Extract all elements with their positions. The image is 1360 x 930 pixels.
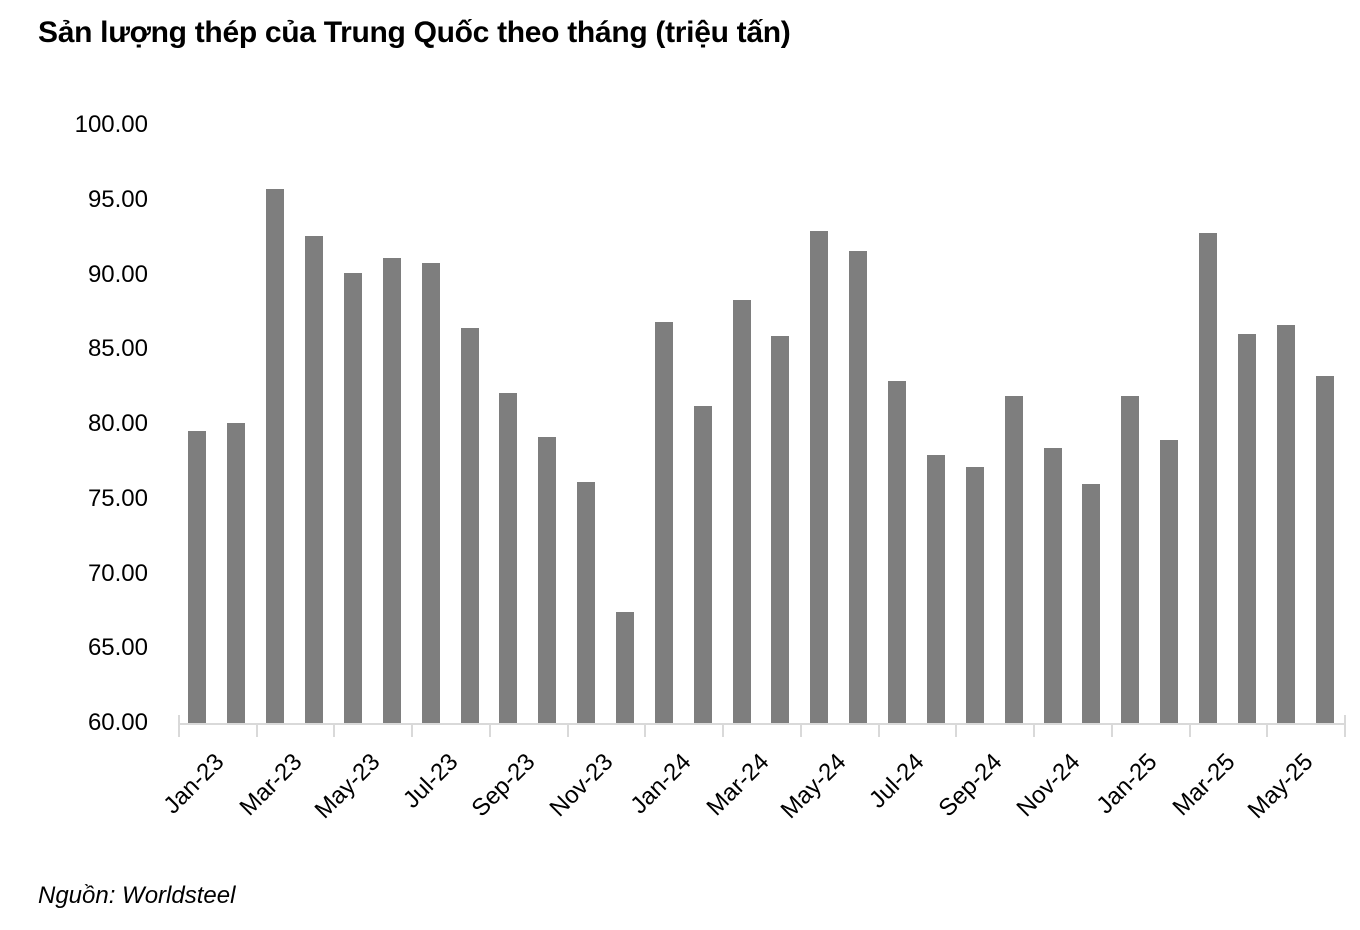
y-axis-tick-label: 75.00 bbox=[87, 484, 148, 512]
bar-may-23 bbox=[343, 273, 362, 723]
y-axis-tick-label: 95.00 bbox=[87, 185, 148, 213]
x-axis-tick bbox=[1188, 723, 1191, 737]
x-axis-tick bbox=[877, 723, 880, 737]
bar-apr-24 bbox=[771, 336, 790, 723]
bar-nov-23 bbox=[577, 482, 596, 723]
x-axis-tick bbox=[955, 723, 958, 737]
bar-jan-23 bbox=[188, 431, 207, 723]
bar-jul-24 bbox=[888, 381, 907, 723]
bar-sep-23 bbox=[499, 393, 518, 723]
bar-may-24 bbox=[810, 231, 829, 723]
x-axis-tick bbox=[1344, 715, 1346, 737]
x-axis-tick bbox=[644, 723, 647, 737]
bar-nov-24 bbox=[1043, 448, 1062, 723]
x-axis-tick bbox=[722, 723, 725, 737]
bar-feb-24 bbox=[693, 406, 712, 723]
chart-title: Sản lượng thép của Trung Quốc theo tháng… bbox=[38, 16, 791, 49]
y-axis-tick-label: 85.00 bbox=[87, 335, 148, 363]
bar-oct-23 bbox=[538, 437, 557, 723]
bar-mar-24 bbox=[732, 300, 751, 723]
bar-dec-23 bbox=[615, 612, 634, 723]
bar-jun-23 bbox=[382, 258, 401, 723]
x-axis-tick bbox=[488, 723, 491, 737]
x-axis-tick bbox=[1110, 723, 1113, 737]
bar-dec-24 bbox=[1082, 484, 1101, 723]
bar-oct-24 bbox=[1004, 396, 1023, 723]
y-axis-tick-label: 70.00 bbox=[87, 559, 148, 587]
bar-jun-24 bbox=[849, 251, 868, 723]
x-axis-tick bbox=[799, 723, 802, 737]
bar-apr-25 bbox=[1237, 334, 1256, 723]
x-axis-tick bbox=[411, 723, 414, 737]
bar-aug-23 bbox=[460, 328, 479, 723]
source-note: Nguồn: Worldsteel bbox=[38, 882, 236, 909]
bar-feb-23 bbox=[227, 423, 246, 723]
bar-jan-24 bbox=[654, 322, 673, 723]
y-axis-tick-label: 65.00 bbox=[87, 634, 148, 662]
bar-aug-24 bbox=[926, 455, 945, 723]
y-axis-tick-label: 90.00 bbox=[87, 260, 148, 288]
bar-sep-24 bbox=[965, 467, 984, 723]
x-axis-tick bbox=[1033, 723, 1036, 737]
x-axis-tick bbox=[333, 723, 336, 737]
x-axis-tick bbox=[178, 715, 180, 737]
y-axis-tick-label: 60.00 bbox=[87, 709, 148, 736]
bar-jun-25 bbox=[1315, 376, 1334, 723]
bar-feb-25 bbox=[1160, 440, 1179, 723]
bar-jan-25 bbox=[1121, 396, 1140, 723]
y-axis-tick-label: 80.00 bbox=[87, 410, 148, 437]
bar-may-25 bbox=[1276, 325, 1295, 723]
bar-mar-23 bbox=[266, 189, 285, 723]
x-axis-tick bbox=[255, 723, 258, 737]
bar-apr-23 bbox=[305, 236, 324, 723]
y-axis-tick-label: 100.00 bbox=[74, 111, 148, 138]
x-axis-line bbox=[178, 723, 1346, 725]
x-axis-tick bbox=[1266, 723, 1269, 737]
x-axis-tick bbox=[566, 723, 569, 737]
bar-mar-25 bbox=[1198, 233, 1217, 723]
bar-jul-23 bbox=[421, 263, 440, 723]
